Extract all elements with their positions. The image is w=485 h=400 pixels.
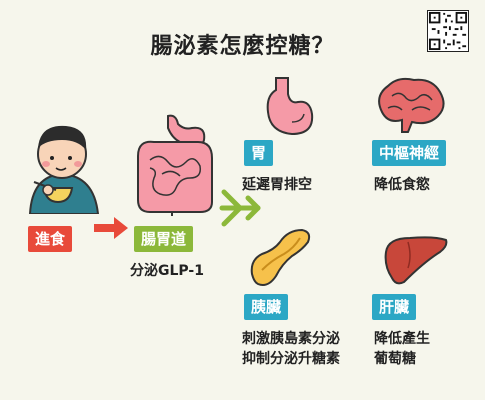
brain-icon [378,77,445,133]
liver-icon [384,236,448,285]
liver-description-line-2: 葡萄糖 [374,351,416,367]
pancreas-description-line-1: 刺激胰島素分泌 [242,331,340,347]
arrow-right-red-icon [94,217,128,239]
stomach-icon [266,77,314,136]
stomach-description: 延遲胃排空 [242,177,312,193]
pancreas-description-line-2: 抑制分泌升糖素 [242,351,340,367]
liver-label: 肝臟 [372,294,417,320]
intestines-icon [137,114,213,216]
stomach-label: 胃 [244,140,274,166]
branch-arrow-icon [219,189,261,227]
brain-description: 降低食慾 [374,177,430,193]
qr-code[interactable] [427,10,469,52]
eat-label: 進食 [28,226,73,252]
pancreas-label: 胰臟 [244,294,289,320]
page-title: 腸泌素怎麼控糖？ [150,34,335,59]
liver-description-line-1: 降低產生 [374,331,430,347]
qr-code-icon [428,11,468,51]
eating-person-icon [28,125,100,214]
gut-label: 腸胃道 [134,226,194,252]
pancreas-icon [250,228,311,286]
brain-label: 中樞神經 [372,140,447,166]
gut-description: 分泌GLP-1 [130,263,204,279]
